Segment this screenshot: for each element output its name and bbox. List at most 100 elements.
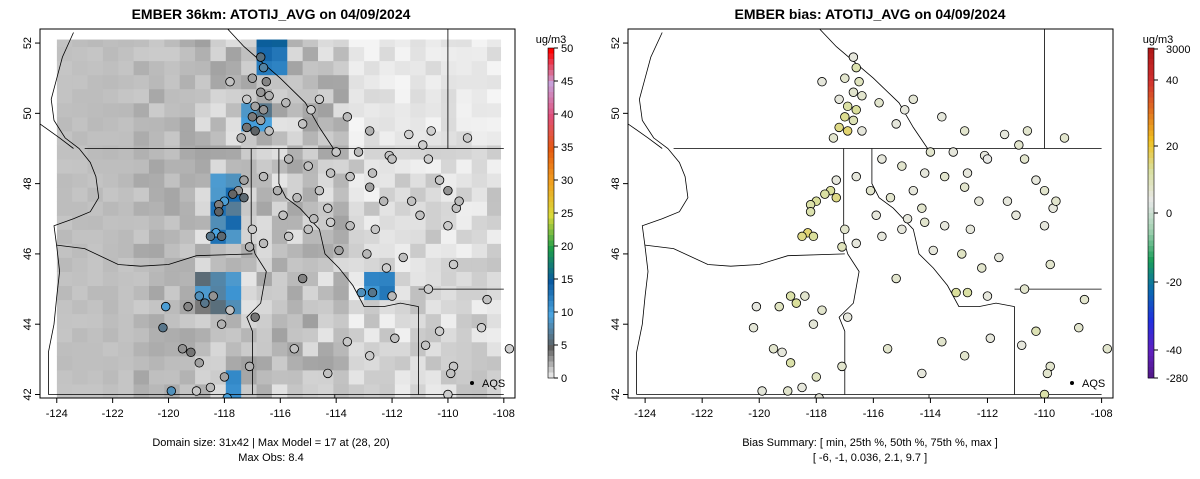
station-point [1051, 196, 1061, 206]
heatmap-cell [102, 130, 119, 146]
heatmap-cell [148, 383, 165, 398]
station-point [325, 217, 336, 227]
heatmap-cell [379, 243, 396, 258]
heatmap-cell [440, 159, 457, 174]
heatmap-cell [364, 369, 380, 385]
station-point [1019, 284, 1030, 294]
heatmap-cell [72, 271, 88, 287]
heatmap-cell [225, 355, 242, 371]
heatmap-cell [133, 215, 150, 230]
station-point [353, 147, 364, 157]
colorbar-segment [1148, 53, 1154, 60]
heatmap-cell [333, 187, 350, 202]
heatmap-cell [287, 201, 304, 216]
station-point [309, 214, 319, 224]
x-tick-label: -116 [863, 408, 884, 420]
map-boundary-line [246, 253, 267, 395]
heatmap-cell [148, 102, 165, 118]
station-point [900, 105, 910, 115]
right-station-points [748, 52, 1112, 398]
station-point [1031, 326, 1041, 336]
heatmap-cell [302, 299, 319, 315]
heatmap-cell [302, 355, 319, 371]
station-point [387, 154, 397, 164]
heatmap-cell [348, 243, 365, 258]
map-boundary-line [250, 148, 256, 255]
heatmap-cell [133, 313, 150, 329]
heatmap-cell [410, 173, 427, 188]
heatmap-cell [487, 313, 503, 329]
heatmap-cell [379, 313, 396, 329]
heatmap-cell [318, 130, 334, 146]
heatmap-cell [348, 257, 365, 272]
heatmap-cell [318, 243, 334, 258]
colorbar-segment [1148, 284, 1154, 291]
station-point [398, 252, 408, 263]
heatmap-cell [102, 201, 119, 216]
station-point [258, 238, 269, 249]
station-point [748, 323, 759, 333]
heatmap-cell [487, 159, 503, 174]
heatmap-cell [87, 369, 104, 385]
colorbar-tick-label: 0 [1166, 208, 1172, 220]
right-aqs-marker [1070, 381, 1074, 385]
station-point [297, 119, 308, 129]
colorbar-segment [1148, 64, 1154, 71]
heatmap-cell [410, 285, 427, 301]
heatmap-cell [87, 313, 104, 329]
heatmap-cell [394, 229, 411, 244]
station-point [423, 284, 434, 294]
heatmap-cell [118, 60, 135, 76]
colorbar-segment [548, 350, 554, 357]
colorbar-tick-label: 25 [561, 208, 573, 220]
colorbar-segment [1148, 367, 1154, 373]
station-point [256, 87, 266, 97]
heatmap-cell [287, 116, 304, 132]
heatmap-cell [56, 299, 73, 315]
heatmap-cell [410, 243, 427, 258]
station-point [962, 287, 973, 298]
heatmap-cell [195, 215, 211, 230]
station-point [751, 301, 762, 312]
right-y-ticks: 42 44 46 48 50 52 [610, 37, 628, 401]
colorbar-tick-label: -40 [1166, 345, 1182, 357]
heatmap-cell [302, 327, 319, 343]
heatmap-cell [87, 159, 104, 174]
colorbar-tick-label: 5 [561, 340, 567, 352]
heatmap-cell [72, 102, 88, 118]
heatmap-cell [72, 74, 88, 90]
heatmap-cell [225, 327, 242, 343]
heatmap-cell [210, 88, 227, 104]
colorbar-segment [1148, 290, 1154, 296]
heatmap-cell [118, 215, 135, 230]
heatmap-cell [102, 144, 119, 160]
station-point [857, 91, 867, 101]
colorbar-segment [548, 169, 554, 175]
station-point [791, 298, 802, 308]
heatmap-cell [102, 46, 119, 62]
station-point [306, 105, 316, 115]
station-point [1102, 344, 1112, 354]
map-boundary-line [636, 32, 689, 395]
heatmap-cell [302, 257, 319, 272]
heatmap-cell [72, 88, 88, 104]
heatmap-cell [256, 313, 273, 329]
heatmap-cell [394, 60, 411, 76]
heatmap-cell [425, 271, 442, 287]
heatmap-cell [471, 60, 488, 76]
colorbar-segment [548, 328, 554, 335]
x-tick-label: -120 [748, 408, 770, 420]
heatmap-cell [425, 201, 442, 216]
heatmap-cell [471, 229, 488, 244]
heatmap-cell [348, 369, 365, 385]
heatmap-cell [225, 60, 242, 76]
heatmap-cell [471, 144, 488, 160]
heatmap-cell [164, 355, 181, 371]
heatmap-cell [287, 257, 304, 272]
colorbar-segment [1148, 114, 1154, 120]
station-point [426, 126, 436, 136]
heatmap-cell [271, 369, 288, 385]
heatmap-cell [487, 116, 503, 132]
heatmap-cell [118, 355, 135, 371]
y-tick-label: 48 [22, 178, 34, 190]
